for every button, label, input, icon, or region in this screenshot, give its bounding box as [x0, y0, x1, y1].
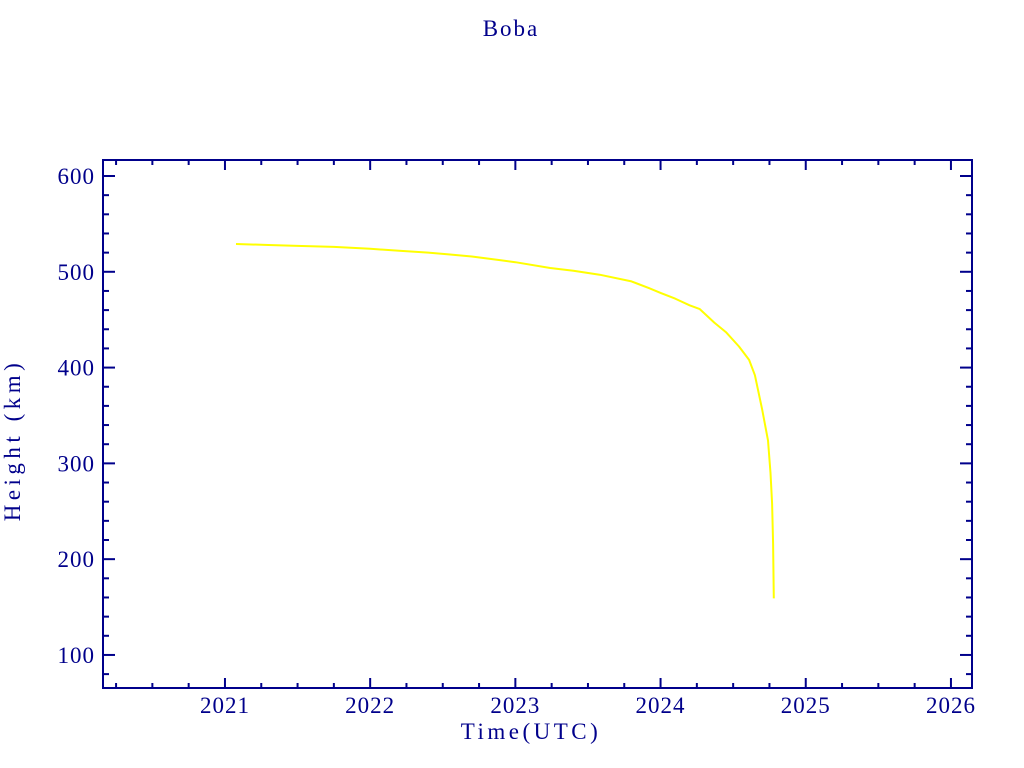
- x-tick-label: 2021: [200, 693, 250, 718]
- y-tick-label: 100: [58, 643, 96, 668]
- x-tick-label: 2022: [345, 693, 395, 718]
- x-tick-label: 2026: [926, 693, 976, 718]
- x-tick-label: 2024: [636, 693, 686, 718]
- decay-curve: [235, 243, 775, 599]
- axis-tick-labels: 2021 2022 2023 2024 2025 2026 600 500 400 300 200 1…: [58, 164, 976, 718]
- y-tick-label: 400: [58, 356, 96, 381]
- y-axis-label: Height (km): [0, 359, 25, 522]
- y-tick-label: 300: [58, 451, 96, 476]
- x-tick-label: 2025: [781, 693, 831, 718]
- y-tick-label: 600: [58, 164, 96, 189]
- x-axis-label: Time(UTC): [461, 719, 602, 744]
- chart-title: Boba: [483, 16, 540, 41]
- y-tick-label: 200: [58, 547, 96, 572]
- plot-frame: [102, 159, 973, 689]
- axis-ticks: [103, 160, 972, 688]
- x-tick-label: 2023: [490, 693, 540, 718]
- y-tick-label: 500: [58, 260, 96, 285]
